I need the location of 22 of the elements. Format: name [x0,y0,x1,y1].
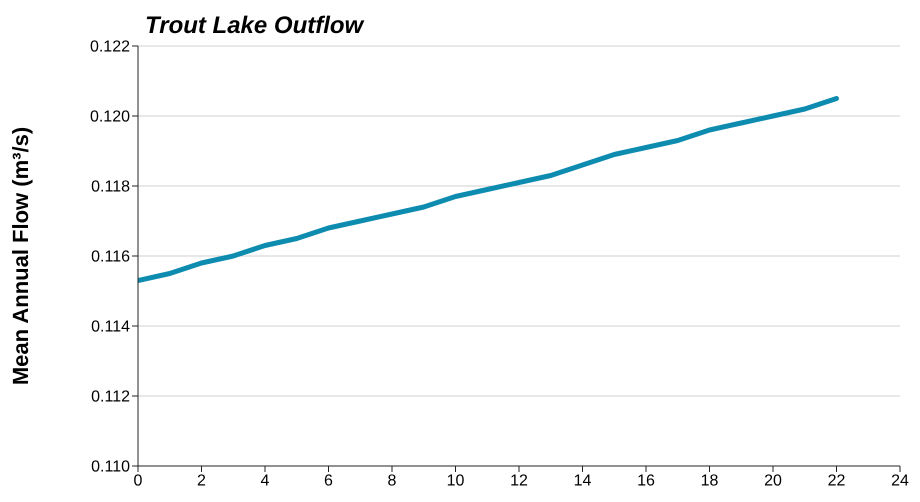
x-tick-label: 10 [446,472,464,490]
x-tick-label: 14 [574,472,592,490]
chart-title: Trout Lake Outflow [145,12,364,40]
x-tick-label: 6 [324,472,334,490]
x-tick-label: 4 [260,472,270,490]
x-tick-label: 8 [388,472,397,490]
y-tick-label: 0.110 [91,458,130,476]
x-tick-label: 24 [891,472,909,490]
x-tick-label: 2 [197,472,206,490]
x-tick-label: 20 [764,472,782,490]
y-tick-label: 0.118 [91,178,130,196]
y-axis-title: Mean Annual Flow (m³/s) [8,126,33,386]
y-tick-label: 0.114 [91,318,130,336]
y-tick-label: 0.112 [91,388,130,406]
x-tick-label: 12 [510,472,528,490]
x-tick-label: 16 [637,472,655,490]
y-tick-label: 0.120 [90,108,130,126]
y-tick-label: 0.116 [91,248,130,266]
x-tick-label: 18 [700,472,718,490]
x-tick-label: 22 [828,472,846,490]
x-tick-label: 0 [134,472,143,490]
y-tick-label: 0.122 [90,38,130,56]
